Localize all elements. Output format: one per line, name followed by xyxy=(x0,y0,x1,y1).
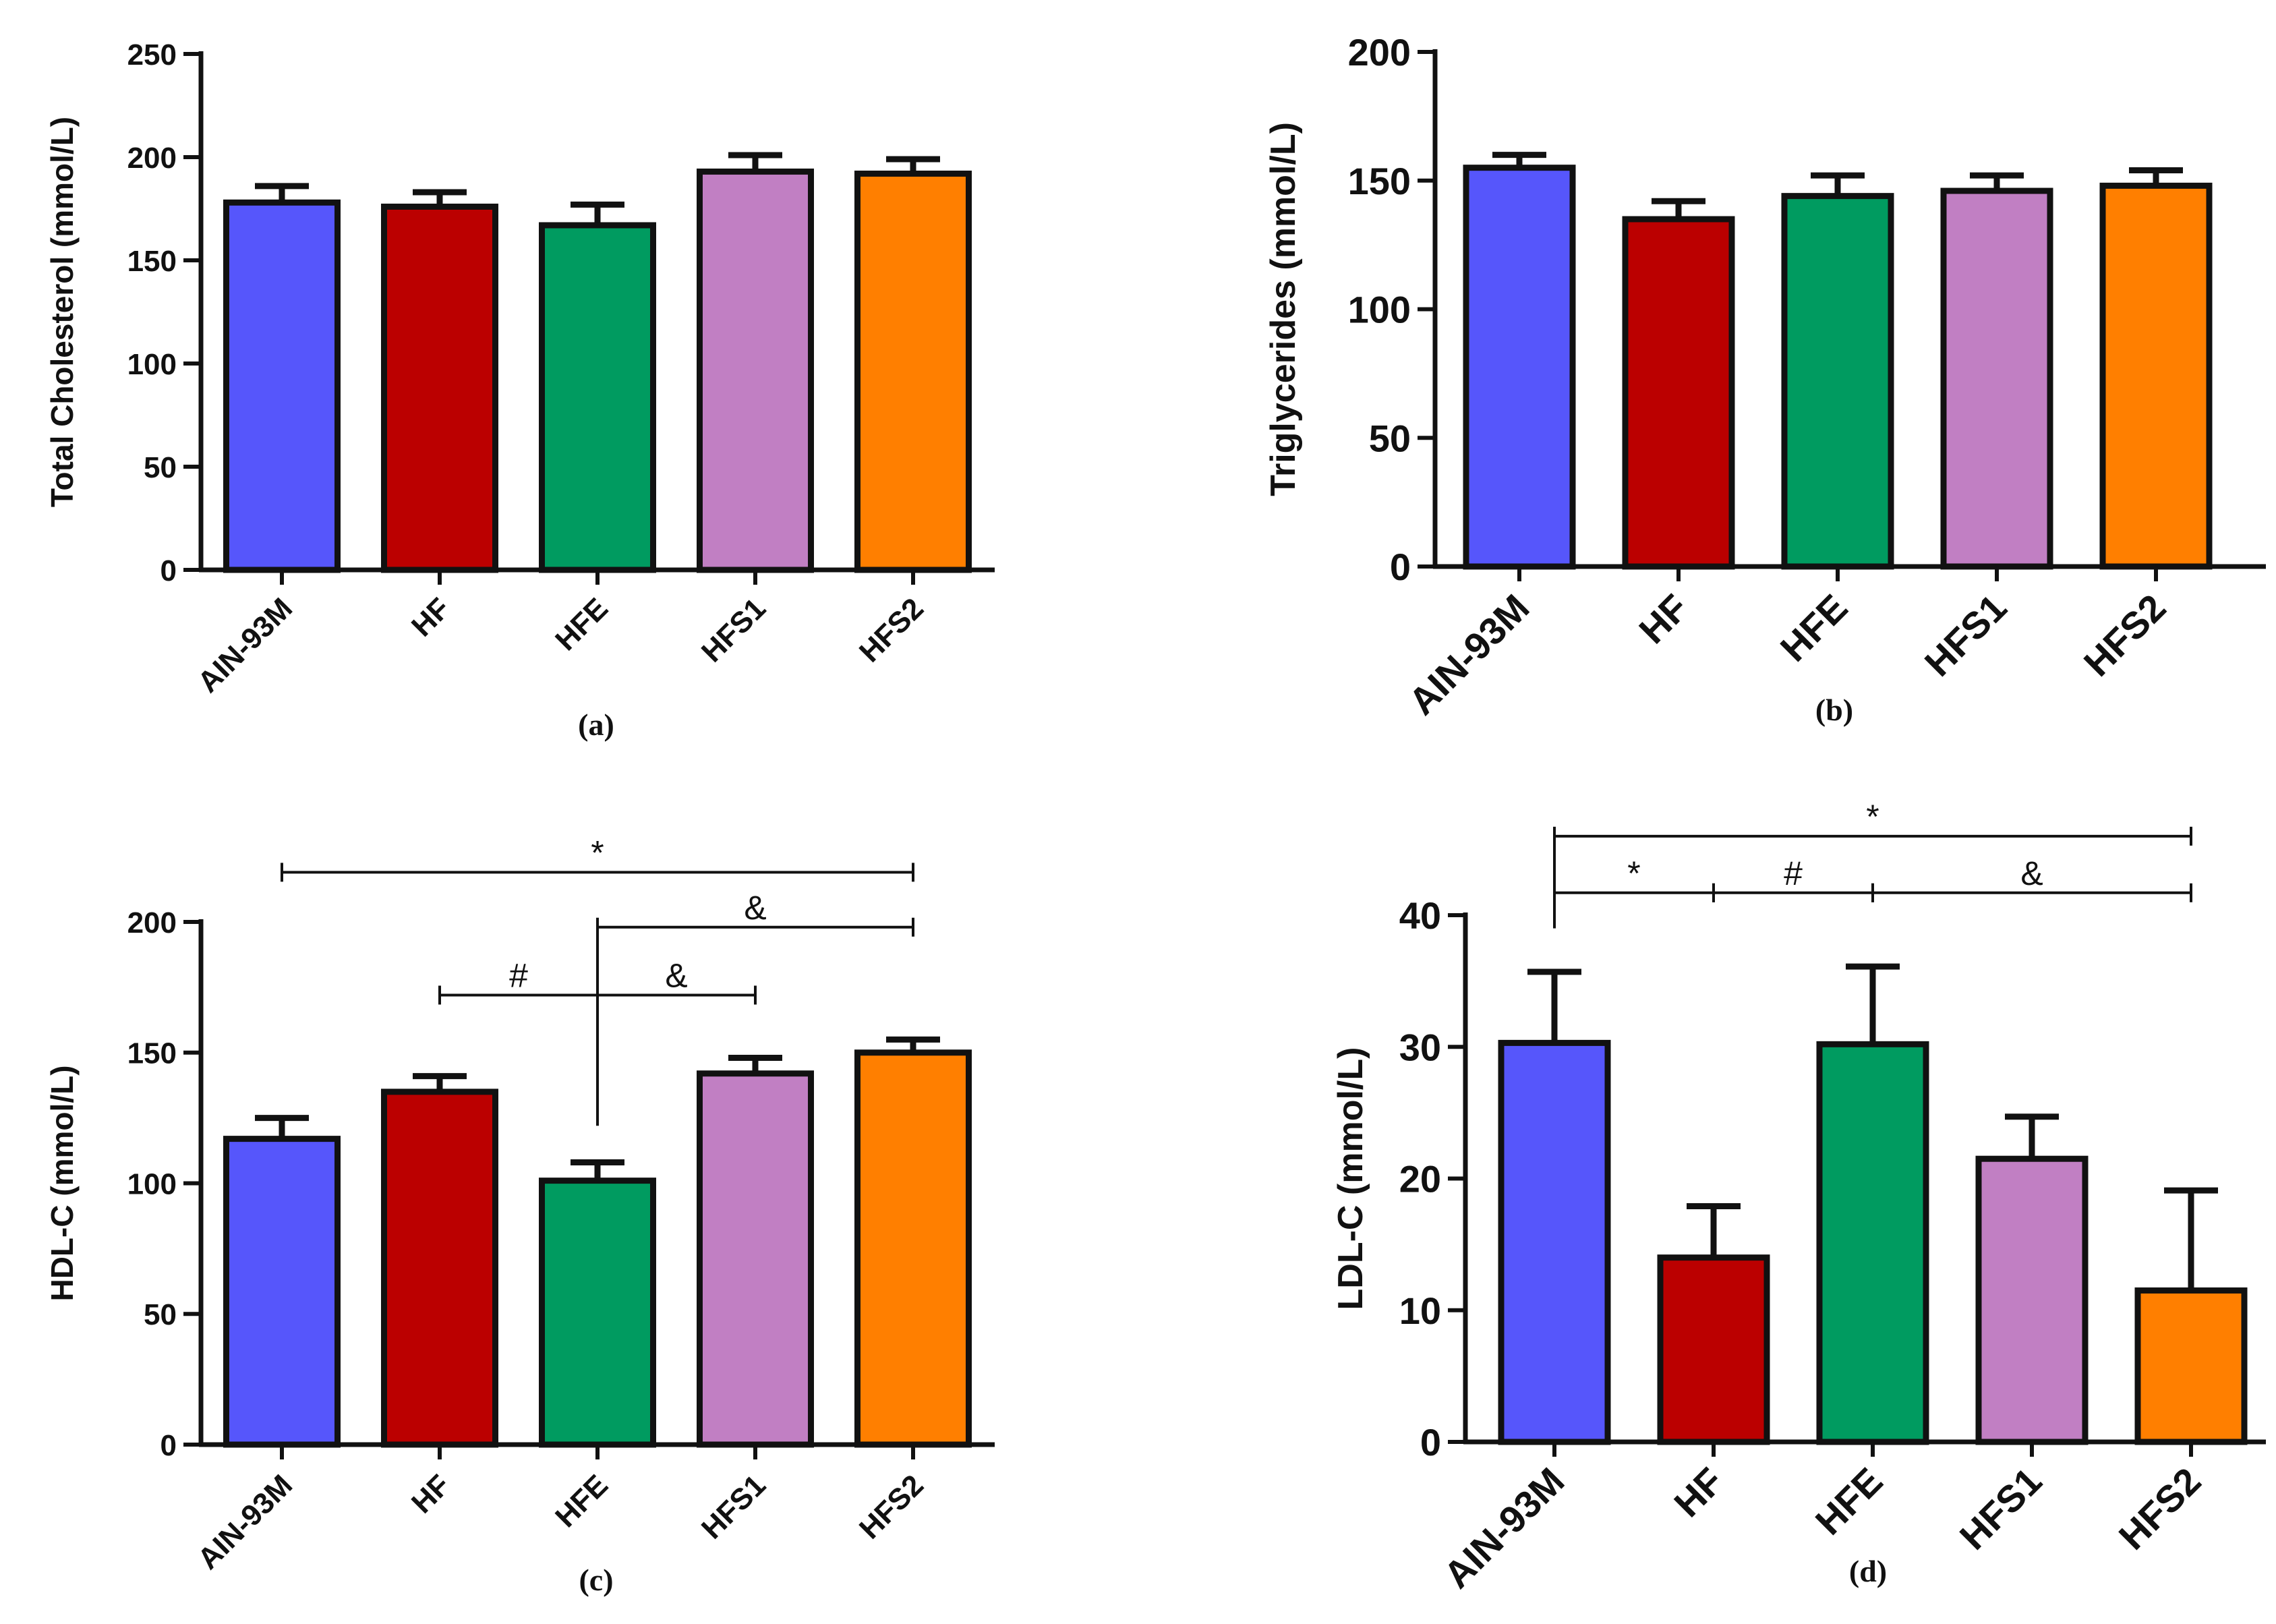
y-tick-label: 50 xyxy=(1369,417,1411,459)
y-tick-label: 250 xyxy=(127,38,177,71)
panel-d: AIN-93M HF HFE HFS1 HFS2 0 10 20 30 40 LDL-C (mmol… xyxy=(1331,798,2266,1596)
category-label: HFS2 xyxy=(853,1468,930,1545)
y-tick-label: 150 xyxy=(127,1037,177,1070)
bar-hfs2 xyxy=(2134,1287,2248,1445)
category-label: HFS1 xyxy=(695,1468,772,1545)
category-label: HFS1 xyxy=(1952,1459,2050,1558)
bar-hf xyxy=(381,203,498,573)
significance-symbol: * xyxy=(1866,798,1879,836)
panel-c: AIN-93M HF HFE HFS1 HFS2 0 50 100 150 200 HDL-C (m… xyxy=(45,834,995,1597)
category-label: HFE xyxy=(549,1468,614,1534)
category-label: AIN-93M xyxy=(192,591,299,699)
bar-ain-93m xyxy=(223,1136,341,1448)
y-axis-title: Triglycerides (mmol/L) xyxy=(1264,122,1303,496)
y-tick-label: 40 xyxy=(1399,894,1441,937)
panel-label: (a) xyxy=(578,707,614,742)
category-label: HFE xyxy=(1772,586,1856,670)
significance-symbol: & xyxy=(744,889,766,927)
panel-a: AIN-93M HF HFE HFS1 HFS2 0 50 100 150 200 250 Total… xyxy=(45,38,995,742)
bar-hfs1 xyxy=(1975,1155,2089,1445)
category-label: AIN-93M xyxy=(1401,586,1538,723)
y-tick-label: 30 xyxy=(1399,1026,1441,1068)
category-label: HFS1 xyxy=(695,591,772,668)
category-label: HF xyxy=(1631,586,1696,651)
significance-symbol: # xyxy=(509,957,528,995)
y-tick-label: 100 xyxy=(127,348,177,381)
y-tick-label: 100 xyxy=(1348,289,1411,331)
category-label: HF xyxy=(405,1468,457,1519)
bar-hfs1 xyxy=(1940,187,2053,570)
y-tick-label: 20 xyxy=(1399,1158,1441,1200)
y-tick-label: 150 xyxy=(1348,160,1411,202)
y-tick-label: 200 xyxy=(1348,31,1411,74)
bar-hfs2 xyxy=(854,1049,972,1448)
category-label: HFS2 xyxy=(2076,586,2174,685)
significance-symbol: * xyxy=(1627,854,1640,892)
y-axis-title: Total Cholesterol (mmol/L) xyxy=(45,117,80,507)
category-label: HFS1 xyxy=(1917,586,2015,685)
category-label: AIN-93M xyxy=(192,1468,299,1575)
significance-symbol: & xyxy=(2020,854,2043,892)
significance-symbol: * xyxy=(591,834,604,871)
bar-hf xyxy=(1622,216,1735,570)
y-tick-label: 150 xyxy=(127,245,177,278)
panel-label: (c) xyxy=(579,1563,613,1597)
category-label: HF xyxy=(405,591,457,643)
significance-symbol: # xyxy=(1784,854,1803,892)
y-tick-label: 50 xyxy=(144,1298,177,1331)
bar-ain-93m xyxy=(1463,165,1576,570)
panel-label: (d) xyxy=(1849,1554,1887,1588)
bar-hfe xyxy=(539,1178,656,1448)
y-tick-label: 0 xyxy=(1390,546,1411,588)
y-tick-label: 200 xyxy=(127,142,177,175)
bar-hfe xyxy=(539,222,656,573)
bar-hfs2 xyxy=(854,170,972,573)
bar-hfe xyxy=(1781,193,1894,570)
panel-label: (b) xyxy=(1815,693,1853,727)
bar-hf xyxy=(381,1089,498,1448)
y-tick-label: 0 xyxy=(161,554,177,587)
bar-ain-93m xyxy=(1498,1039,1611,1445)
category-label: HFS2 xyxy=(853,591,930,668)
category-label: HFS2 xyxy=(2111,1459,2209,1558)
y-tick-label: 100 xyxy=(127,1167,177,1200)
bar-hf xyxy=(1657,1254,1770,1445)
bar-hfs2 xyxy=(2099,182,2213,570)
category-label: HF xyxy=(1666,1459,1731,1525)
y-tick-label: 10 xyxy=(1399,1289,1441,1332)
bar-ain-93m xyxy=(223,199,341,573)
y-axis-title: HDL-C (mmol/L) xyxy=(45,1065,80,1301)
y-tick-label: 50 xyxy=(144,451,177,484)
y-axis-title: LDL-C (mmol/L) xyxy=(1331,1047,1370,1310)
category-label: HFE xyxy=(549,591,614,657)
category-label: HFE xyxy=(1807,1459,1891,1543)
bar-hfs1 xyxy=(697,1070,814,1448)
significance-symbol: & xyxy=(665,957,687,995)
bar-hfs1 xyxy=(697,168,814,573)
y-tick-label: 0 xyxy=(1420,1421,1441,1463)
y-tick-label: 200 xyxy=(127,906,177,939)
panel-b: AIN-93M HF HFE HFS1 HFS2 0 50 100 150 200 Triglyce… xyxy=(1264,31,2266,727)
bar-hfe xyxy=(1816,1041,1929,1445)
category-label: AIN-93M xyxy=(1436,1459,1573,1596)
y-tick-label: 0 xyxy=(161,1429,177,1462)
